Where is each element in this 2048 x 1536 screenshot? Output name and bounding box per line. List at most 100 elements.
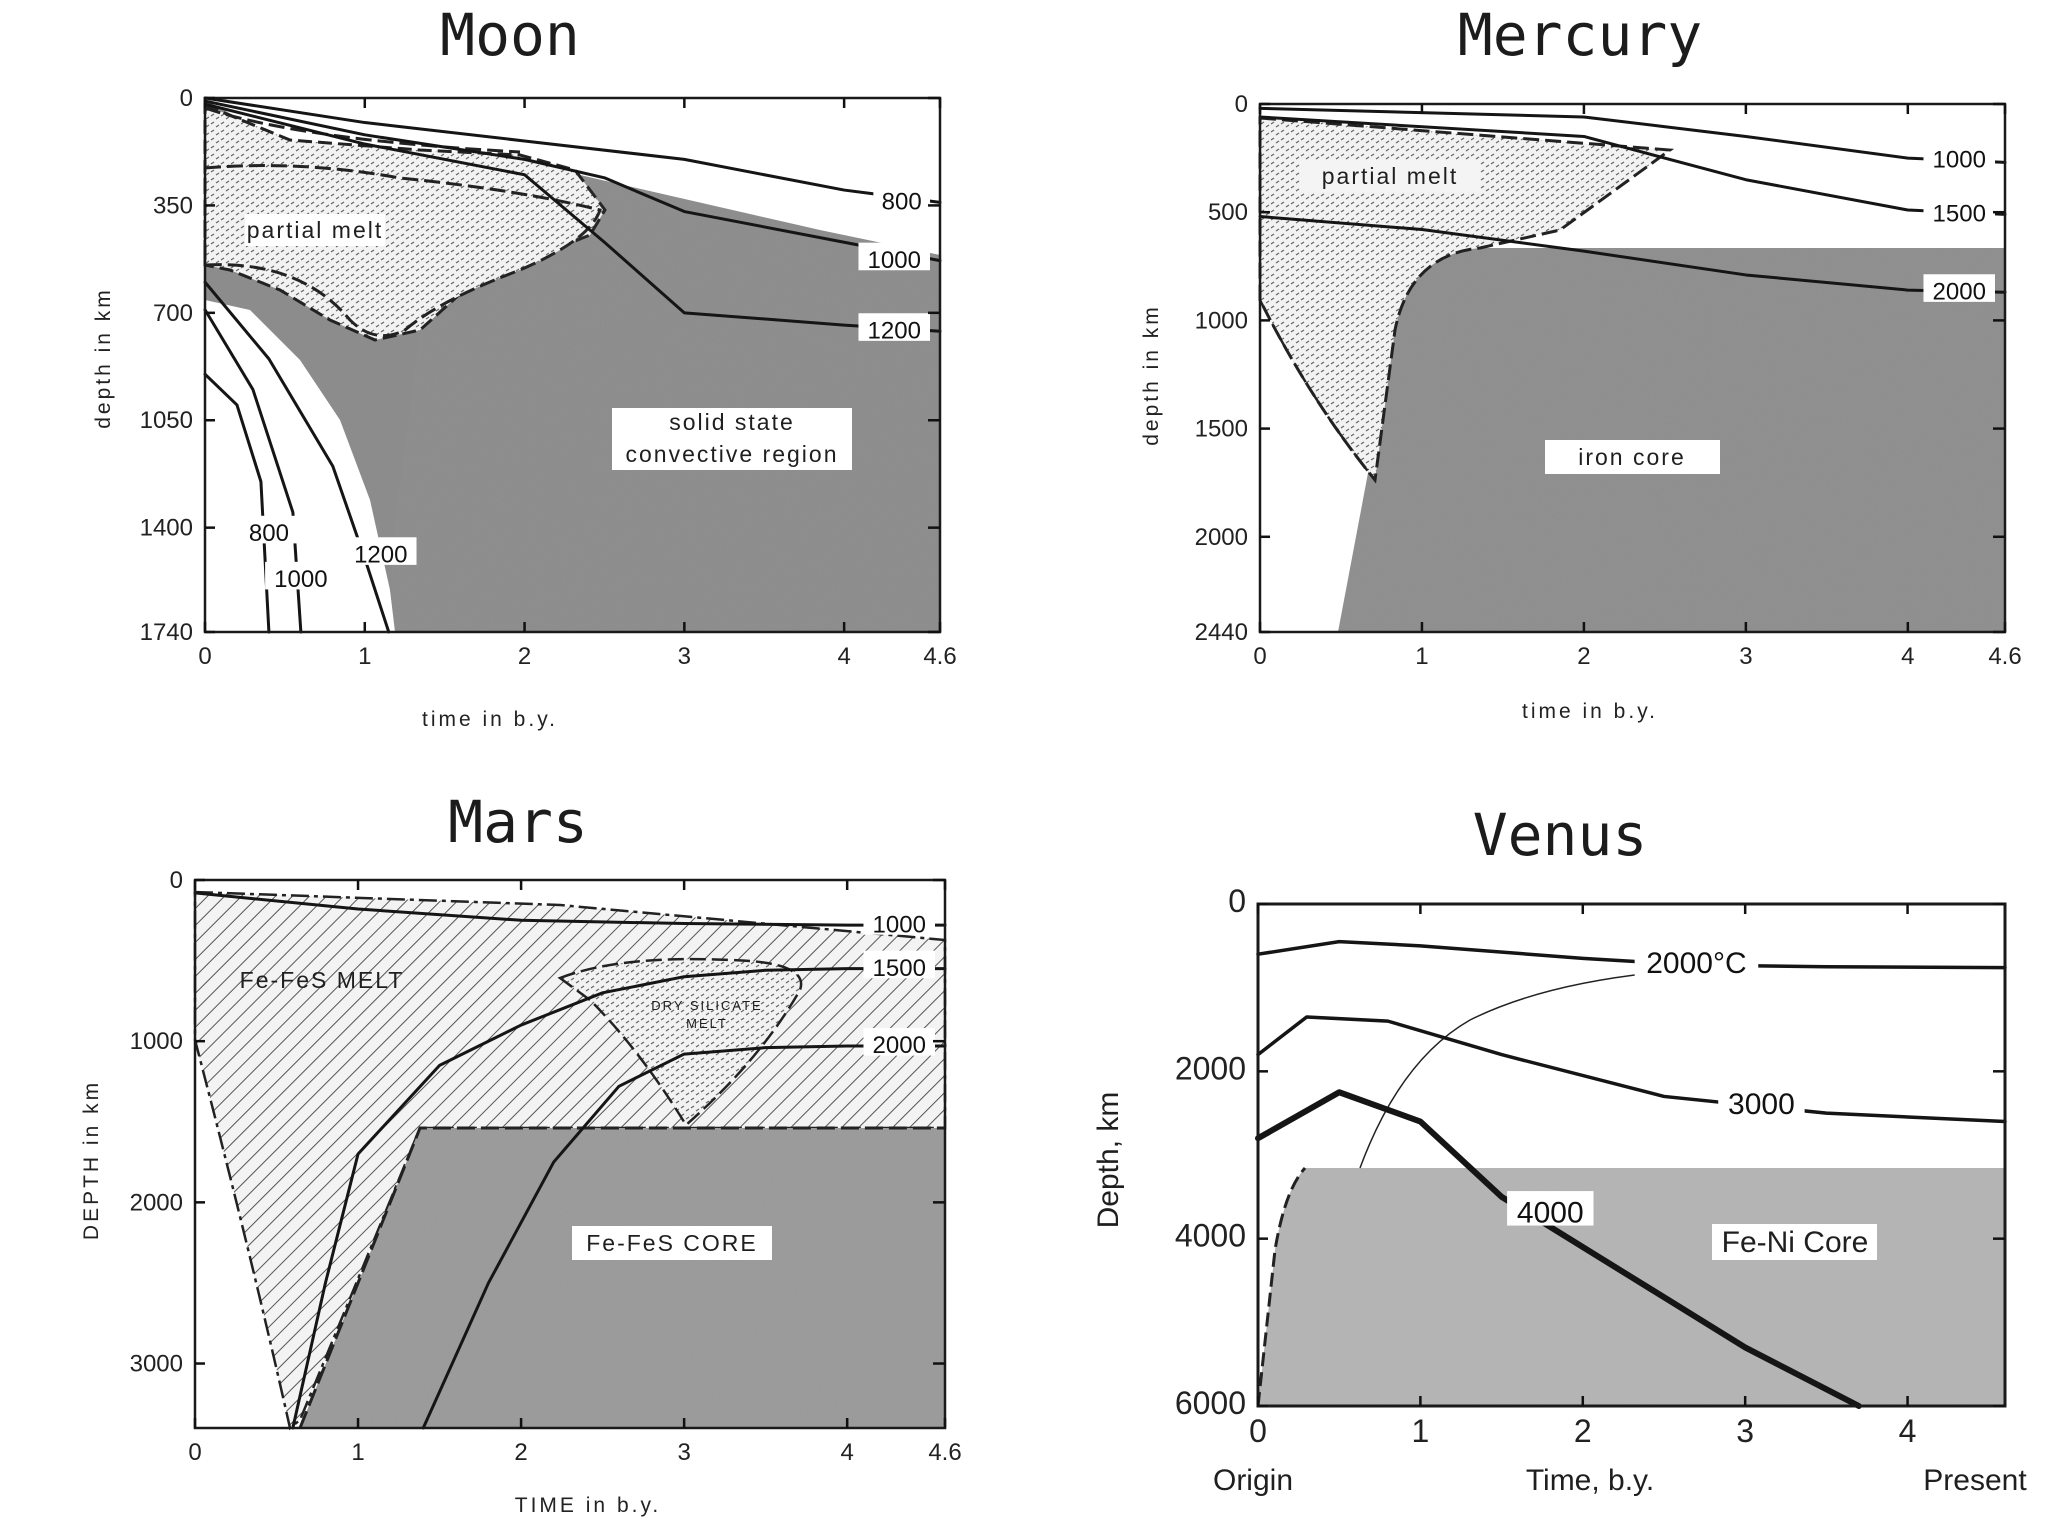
venus-fe-ni-core-label: Fe-Ni Core — [1722, 1226, 1869, 1259]
venus-isotherm-label: 4000 — [1517, 1197, 1584, 1230]
mercury-xtick-label: 1 — [1415, 643, 1428, 670]
mars-ytick-label: 3000 — [130, 1351, 183, 1378]
mercury-plot-frame — [1258, 102, 2007, 634]
moon-isotherm-label-bg — [240, 515, 298, 544]
moon-ytick-label: 350 — [153, 192, 193, 219]
moon-isotherm-label-bg — [873, 184, 930, 212]
moon-isotherm-label: 1200 — [868, 317, 921, 344]
mars-core-grain — [300, 1128, 945, 1428]
mercury-axes: 0 1 2 3 4 4.6 0 500 1000 1500 2000 2440 — [1195, 91, 2022, 670]
moon-isotherm-label: 1200 — [354, 541, 407, 568]
mars-xlabel: TIME in b.y. — [515, 1494, 661, 1517]
venus-isotherm-label: 2000°C — [1646, 947, 1746, 980]
mercury-title: Mercury — [1458, 1, 1702, 69]
mercury-partial-melt — [1258, 116, 1675, 484]
moon-ylabel: depth in km — [92, 287, 115, 429]
mars-plot-frame — [193, 878, 947, 1430]
mars-isotherm-label: 2000 — [873, 1032, 926, 1059]
mercury-isotherm-label: 1500 — [1933, 201, 1986, 228]
mars-xtick-label: 1 — [351, 1439, 364, 1466]
mars-fefes-core-label: Fe-FeS CORE — [586, 1230, 758, 1256]
mercury-partial-melt-label-bg — [1300, 160, 1480, 192]
venus-xtick-label: 3 — [1736, 1413, 1754, 1449]
venus-origin-label: Origin — [1213, 1464, 1293, 1497]
moon-axes: 0 1 2 3 4 4.6 0 350 700 1050 1400 1740 — [140, 85, 957, 670]
moon-xlabel: time in b.y. — [422, 708, 558, 731]
mars-core-label-bg — [572, 1226, 772, 1260]
moon-xtick-label: 1 — [358, 643, 371, 670]
venus-core-grain — [1258, 1168, 2005, 1406]
moon-isotherms: 800 1000 1200 800 1000 1200 — [203, 96, 942, 634]
venus-isotherm-label-bg — [1507, 1191, 1594, 1226]
mars-ytick-label: 1000 — [130, 1028, 183, 1055]
moon-title: Moon — [440, 1, 580, 69]
moon-ytick-label: 1050 — [140, 407, 193, 434]
moon-isotherm-label: 800 — [249, 520, 289, 547]
venus-ytick-label: 2000 — [1175, 1050, 1246, 1086]
mars-xtick-label: 2 — [514, 1439, 527, 1466]
mercury-xtick-label: 0 — [1253, 643, 1266, 670]
mars-isotherm-line — [193, 891, 947, 927]
moon-region-grain — [390, 175, 940, 632]
moon-isotherm-label-bg — [345, 537, 417, 565]
mercury-ytick-label: 2440 — [1195, 619, 1248, 646]
mercury-ytick-label: 1500 — [1195, 416, 1248, 443]
mercury-xtick-label: 4.6 — [1988, 643, 2021, 670]
moon-isotherm-line — [203, 102, 942, 333]
mars-xtick-label: 4 — [840, 1439, 853, 1466]
moon-isotherm-line — [203, 99, 942, 263]
mercury-ytick-label: 1000 — [1195, 307, 1248, 334]
moon-ytick-label: 0 — [180, 85, 193, 112]
venus-isotherm-line — [1256, 939, 2007, 970]
venus-plot-frame — [1256, 902, 2007, 1408]
mars-dry-silicate-melt-label: MELT — [686, 1016, 728, 1031]
venus-xtick-label: 4 — [1899, 1413, 1917, 1449]
mercury-partial-melt-label: partial melt — [1322, 163, 1458, 189]
venus-isotherms: 2000°C 3000 4000 — [1255, 939, 2007, 1409]
mercury-ytick-label: 0 — [1235, 91, 1248, 118]
mars-isotherm-label: 1500 — [873, 955, 926, 982]
mercury-isotherm-label: 2000 — [1933, 278, 1986, 305]
moon-partial-melt-label: partial melt — [247, 217, 383, 243]
venus-isotherm-line — [1255, 1089, 1862, 1409]
venus-present-label: Present — [1923, 1464, 2027, 1497]
moon-partial-melt-label-bg — [245, 214, 385, 246]
mercury-panel: Mercury 1000 1500 2000 0 1 2 3 4 4.6 0 500 1000 150… — [1140, 1, 2022, 723]
moon-isotherm-line — [203, 96, 942, 204]
mars-title: Mars — [448, 788, 588, 856]
moon-ytick-label: 1400 — [140, 515, 193, 542]
moon-xtick-label: 3 — [678, 643, 691, 670]
venus-isotherm-label: 3000 — [1728, 1088, 1795, 1121]
mars-isotherm-line — [421, 1044, 947, 1430]
venus-ytick-label: 4000 — [1175, 1218, 1246, 1254]
venus-xtick-label: 0 — [1249, 1413, 1267, 1449]
mars-fefes-melt-label: Fe-FeS MELT — [240, 967, 405, 993]
moon-solid-state-label: solid state — [669, 409, 795, 435]
mars-core-boundary — [298, 1126, 945, 1429]
venus-xtick-label: 2 — [1574, 1413, 1592, 1449]
mercury-ylabel: depth in km — [1140, 304, 1163, 446]
venus-core-boundary — [1256, 1166, 1307, 1407]
mars-ytick-label: 0 — [170, 867, 183, 894]
moon-melt-top-boundary — [204, 106, 521, 154]
mercury-isotherms: 1000 1500 2000 — [1258, 106, 2007, 305]
mercury-lower-melt-boundary — [1258, 299, 1376, 481]
venus-xlabel: Time, b.y. — [1526, 1464, 1654, 1497]
moon-isotherm-label-bg — [265, 561, 337, 590]
mars-xtick-label: 4.6 — [928, 1439, 961, 1466]
mercury-ytick-label: 2000 — [1195, 524, 1248, 551]
mercury-iron-core-label-bg — [1545, 440, 1720, 474]
venus-ylabel: Depth, km — [1092, 1092, 1125, 1229]
mars-ytick-label: 2000 — [130, 1189, 183, 1216]
venus-ytick-label: 0 — [1228, 883, 1246, 919]
mars-isotherm-label-bg — [863, 950, 935, 979]
mercury-xlabel: time in b.y. — [1522, 700, 1658, 723]
venus-isotherm-line — [1256, 1015, 2007, 1124]
venus-title: Venus — [1473, 801, 1648, 869]
venus-isotherm-label-bg — [1718, 1082, 1805, 1117]
venus-ytick-label: 6000 — [1175, 1385, 1246, 1421]
moon-convective-region-label: convective region — [626, 441, 839, 467]
mercury-xtick-label: 2 — [1577, 643, 1590, 670]
